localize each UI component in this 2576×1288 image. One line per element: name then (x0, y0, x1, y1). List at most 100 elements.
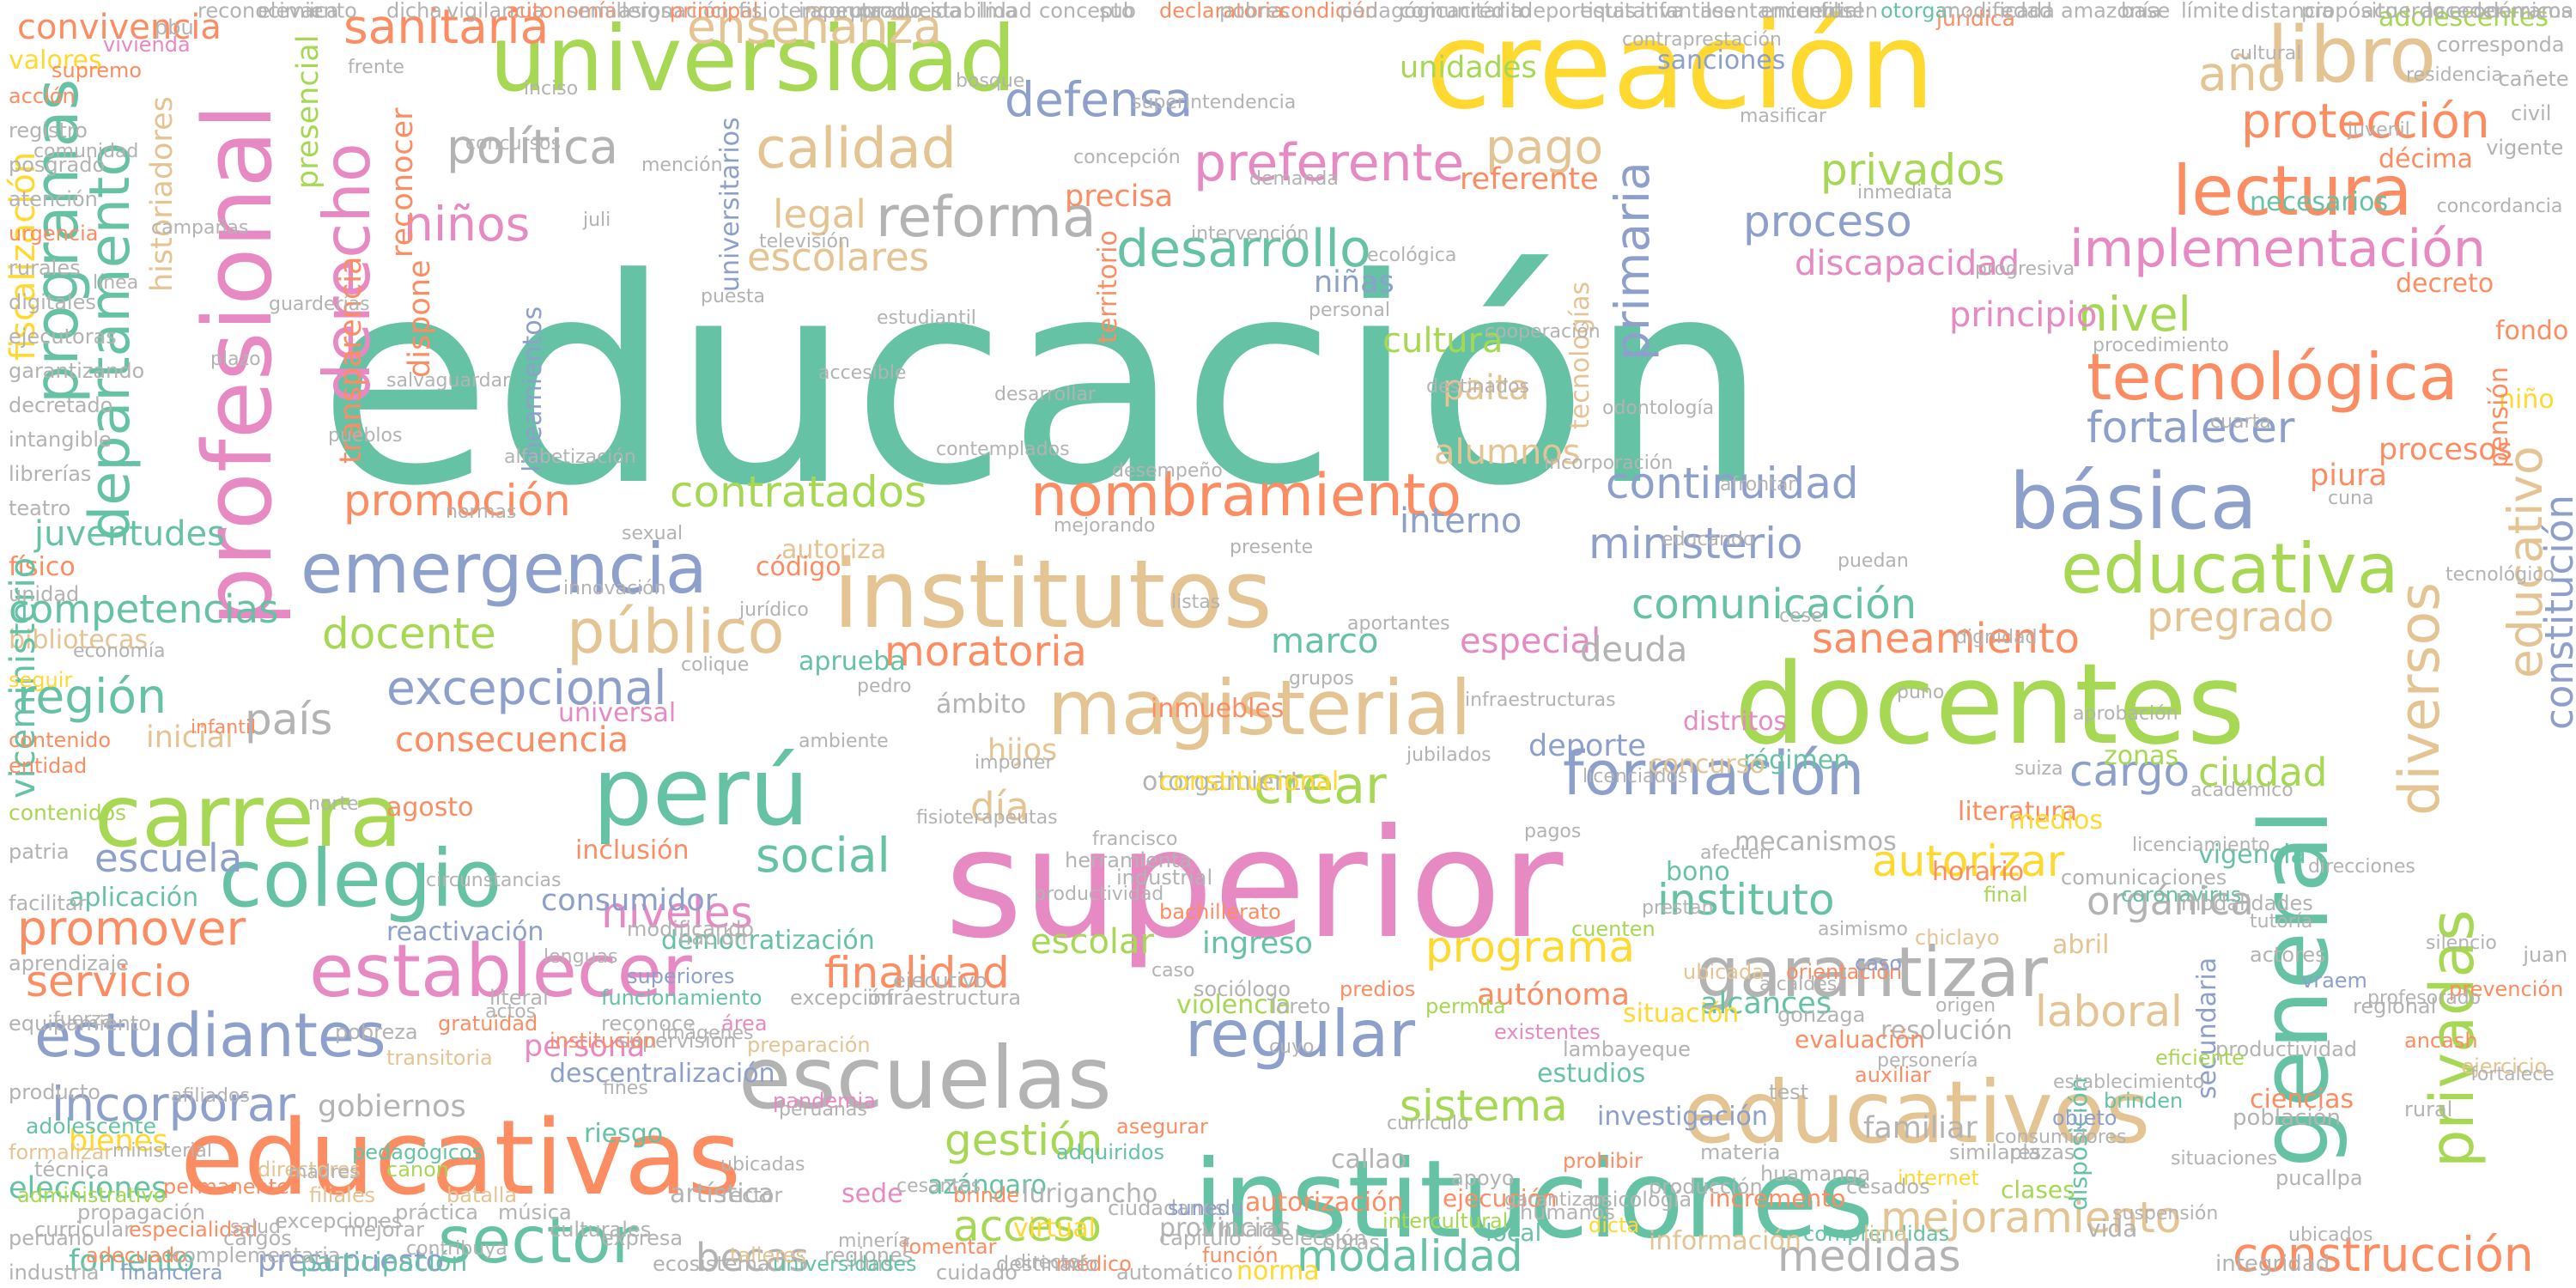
word-callao: callao (1331, 1145, 1406, 1175)
word-academico: académico (2190, 780, 2293, 801)
word-necesarios: necesarios (2250, 187, 2388, 217)
word-posgrado: posgrado (9, 153, 105, 177)
word-concursos: concursos (465, 133, 561, 155)
word-cesados: cesados (1846, 1175, 1930, 1199)
word-principio: principio (1949, 295, 2097, 335)
word-adolescentes: adolescentes (2379, 3, 2549, 33)
word-asignacion: asignación (618, 0, 729, 22)
word-similares: similares (1949, 1140, 2041, 1164)
word-derrama: derrama (2486, 0, 2573, 22)
word-mencion: mención (641, 155, 723, 176)
word-proposito: propósito (2301, 0, 2397, 22)
word-sector: sector (438, 1202, 638, 1278)
word-infraestructuras: infraestructuras (1465, 690, 1616, 711)
word-constitucional: constitucional (1159, 767, 1339, 797)
word-departamento: departamento (78, 143, 143, 541)
word-prestan: prestan (1642, 897, 1714, 919)
word-reconocimiento: reconocimiento (197, 0, 357, 22)
word-concordancia: concordancia (2437, 196, 2563, 217)
word-frente: frente (348, 57, 404, 78)
word-masificar: masificar (1740, 106, 1827, 127)
word-zonas: zonas (2104, 741, 2178, 771)
word-educativa: educativa (2061, 529, 2399, 609)
word-precisa: precisa (1065, 179, 1173, 214)
word-creacion: creación (1425, 0, 1935, 137)
word-rector: rector (721, 1183, 782, 1207)
word-excepciones: excepciones (275, 1209, 402, 1233)
word-codigo: código (756, 552, 841, 582)
word-infantiles: infantiles (1640, 0, 1735, 22)
word-universitarios: universitarios (715, 117, 745, 292)
word-amazonia: amazonía (2061, 0, 2161, 22)
word-ica: ica (309, 0, 339, 22)
word-modificando: modificando (627, 917, 754, 941)
word-demanda: demanda (1249, 168, 1339, 190)
word-prevencion: prevención (2449, 977, 2563, 1001)
word-ninas: niñas (1314, 265, 1394, 300)
word-fortalece: fortalece (2470, 1064, 2555, 1085)
word-complementaria: complementaria (172, 1243, 341, 1267)
word-fines: fines (603, 1078, 648, 1099)
word-decreto: decreto (2396, 269, 2494, 299)
word-crear: crear (1254, 756, 1387, 816)
word-intercultural: intercultural (1382, 1209, 1508, 1233)
word-financiera: financiera (120, 1261, 222, 1285)
word-ubicada: ubicada (1683, 960, 1765, 984)
word-pbu: pbu (155, 15, 194, 39)
word-aprueba: aprueba (799, 647, 906, 677)
word-progresiva: progresiva (1975, 258, 2075, 280)
word-pregrado: pregrado (2147, 593, 2334, 641)
word-accesible: accesible (818, 362, 906, 384)
word-reforma: reforma (876, 185, 1097, 250)
word-juridica: jurídica (1935, 6, 2015, 31)
word-mejoramiento: mejoramiento (1880, 1193, 2181, 1242)
word-evaluacion: evaluación (1795, 1025, 1925, 1054)
word-contenidos: contenidos (9, 800, 126, 825)
word-preferente: preferente (1194, 133, 1464, 193)
word-cultura: cultura (1382, 321, 1503, 361)
word-nino: niño (2499, 385, 2555, 415)
word-concurso: concurso (1649, 750, 1765, 780)
word-capitulo: capítulo (1159, 1226, 1242, 1250)
word-encuentren: encuentren (1760, 0, 1878, 22)
word-facilitar: facilitar (9, 891, 86, 915)
word-presente: presente (1230, 537, 1313, 558)
word-imagenes: imágenes (661, 1023, 753, 1044)
word-produccion: producción (1649, 1175, 1763, 1199)
word-plazo: plazo (210, 349, 261, 370)
word-lma: lma (979, 0, 1018, 22)
word-practica: práctica (395, 1200, 478, 1224)
word-credito: crédito (1460, 0, 1531, 22)
word-modalidad: modalidad (1297, 1231, 1523, 1281)
word-teatro: teatro (9, 496, 70, 520)
word-constitucion: constitución (2537, 495, 2576, 730)
word-silencio: silencio (2426, 933, 2497, 954)
word-moratoria: moratoria (884, 628, 1087, 676)
word-madres: madres (289, 1162, 359, 1183)
word-escolar: escolar (1030, 922, 1155, 962)
word-disposicion: disposición (2064, 1078, 2093, 1211)
word-garantizan: garantizan (1504, 1189, 1606, 1211)
word-bosque: bosque (956, 70, 1024, 92)
word-juli: juli (582, 210, 611, 231)
word-puesta: puesta (701, 286, 765, 307)
word-estudiantes: estudiantes (34, 1000, 386, 1071)
word-regimen: régimen (1743, 745, 1850, 775)
word-canon: canon (386, 1157, 449, 1182)
word-elecciones: elecciones (9, 1171, 167, 1206)
word-aplicacion: aplicación (69, 883, 198, 913)
word-afiliados: afiliados (171, 1085, 250, 1107)
word-caso: caso (1151, 960, 1195, 981)
word-institucion: institución (550, 1029, 657, 1053)
word-escuelas: escuelas (738, 1028, 1112, 1128)
word-permanente: permanente (163, 1175, 289, 1199)
word-cooperacion: cooperación (1485, 321, 1601, 343)
word-reconocer: reconocer (386, 107, 420, 258)
word-adquiridos: adquiridos (1056, 1140, 1164, 1164)
word-estabilidad: estabilidad (919, 0, 1032, 22)
word-pandemia: pandemia (773, 1089, 876, 1113)
word-gonzaga: gonzaga (1777, 1003, 1865, 1027)
word-pago: pago (1485, 119, 1603, 174)
word-fortalecer: fortalecer (2087, 403, 2295, 453)
word-mejorar: mejorar (343, 1218, 424, 1242)
